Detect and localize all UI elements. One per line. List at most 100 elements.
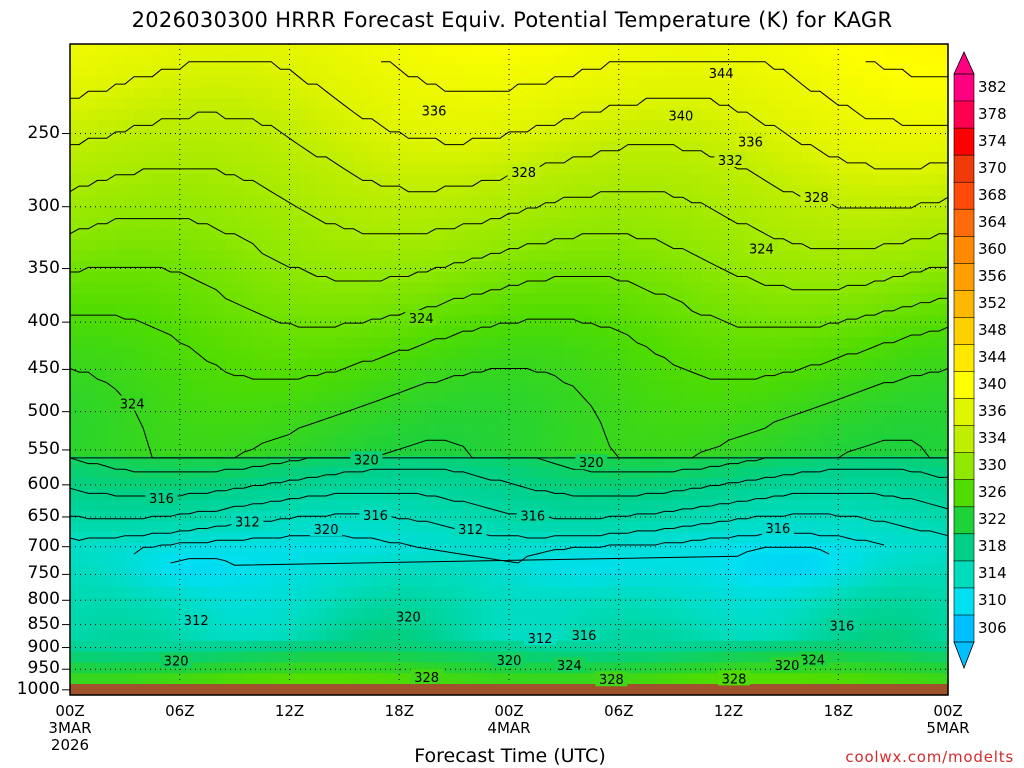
field-cell	[792, 65, 803, 78]
field-cell	[874, 326, 885, 338]
field-cell	[280, 478, 291, 490]
field-cell	[499, 445, 510, 457]
field-cell	[362, 445, 373, 457]
field-cell	[801, 347, 812, 360]
field-cell	[765, 185, 775, 197]
field-cell	[143, 54, 153, 67]
field-cell	[344, 521, 355, 533]
field-cell	[573, 467, 583, 479]
field-cell	[554, 250, 565, 262]
field-cell	[527, 445, 538, 457]
field-cell	[563, 575, 574, 588]
field-cell	[143, 185, 153, 197]
field-cell	[124, 239, 135, 251]
field-cell	[326, 163, 336, 175]
field-cell	[445, 304, 455, 316]
field-cell	[874, 120, 885, 132]
field-cell	[545, 44, 556, 56]
field-cell	[728, 109, 739, 121]
field-cell	[655, 391, 666, 403]
field-cell	[554, 347, 565, 360]
field-cell	[417, 543, 428, 555]
field-cell	[646, 564, 656, 577]
field-cell	[911, 434, 922, 447]
field-cell	[481, 532, 492, 544]
field-cell	[765, 261, 775, 273]
field-cell	[618, 337, 629, 349]
field-cell	[115, 206, 126, 219]
field-cell	[70, 239, 80, 251]
field-cell	[243, 44, 254, 56]
field-cell	[326, 185, 336, 197]
field-cell	[79, 239, 89, 251]
field-cell	[207, 564, 217, 577]
field-cell	[719, 543, 730, 555]
field-cell	[920, 163, 931, 175]
field-cell	[353, 510, 364, 522]
field-cell	[573, 380, 583, 392]
field-cell	[170, 564, 181, 577]
field-cell	[463, 239, 474, 251]
field-cell	[820, 564, 830, 577]
field-cell	[920, 206, 931, 219]
field-cell	[463, 120, 474, 132]
field-cell	[371, 478, 382, 490]
field-cell	[454, 402, 464, 414]
field-cell	[289, 521, 300, 533]
field-cell	[938, 195, 949, 208]
field-cell	[627, 499, 638, 512]
field-cell	[335, 293, 345, 305]
field-cell	[755, 554, 766, 566]
field-cell	[682, 586, 693, 598]
field-cell	[920, 554, 931, 566]
field-cell	[179, 54, 190, 67]
field-cell	[207, 423, 217, 436]
field-cell	[691, 337, 702, 349]
field-cell	[563, 337, 574, 349]
field-cell	[307, 217, 318, 230]
field-cell	[371, 391, 382, 403]
field-cell	[884, 510, 894, 522]
field-cell	[856, 434, 867, 447]
field-cell	[856, 564, 867, 577]
field-cell	[600, 98, 611, 110]
field-cell	[335, 141, 345, 154]
field-cell	[97, 87, 108, 99]
field-cell	[381, 337, 391, 349]
field-cell	[335, 575, 345, 588]
field-cell	[746, 250, 757, 262]
field-cell	[134, 467, 144, 479]
field-cell	[435, 130, 446, 143]
field-cell	[728, 206, 739, 219]
field-cell	[884, 65, 894, 78]
field-cell	[143, 532, 153, 544]
field-cell	[801, 120, 812, 132]
field-cell	[728, 98, 739, 110]
field-cell	[600, 358, 611, 371]
field-cell	[573, 76, 583, 88]
field-cell	[554, 206, 565, 219]
field-cell	[316, 304, 327, 316]
field-cell	[856, 445, 867, 457]
field-cell	[371, 163, 382, 175]
field-cell	[893, 478, 903, 490]
field-cell	[737, 467, 748, 479]
field-cell	[426, 347, 437, 360]
field-cell	[243, 185, 254, 197]
field-cell	[728, 358, 739, 371]
field-cell	[271, 217, 281, 230]
field-cell	[591, 185, 602, 197]
field-cell	[381, 54, 391, 67]
field-cell	[746, 185, 757, 197]
field-cell	[765, 54, 775, 67]
field-cell	[509, 152, 519, 164]
field-cell	[417, 597, 428, 609]
field-cell	[152, 304, 163, 316]
field-cell	[115, 575, 126, 588]
field-cell	[426, 369, 437, 381]
field-cell	[399, 87, 410, 99]
field-cell	[655, 369, 666, 381]
field-cell	[655, 510, 666, 522]
field-cell	[198, 130, 208, 143]
field-cell	[865, 141, 876, 154]
